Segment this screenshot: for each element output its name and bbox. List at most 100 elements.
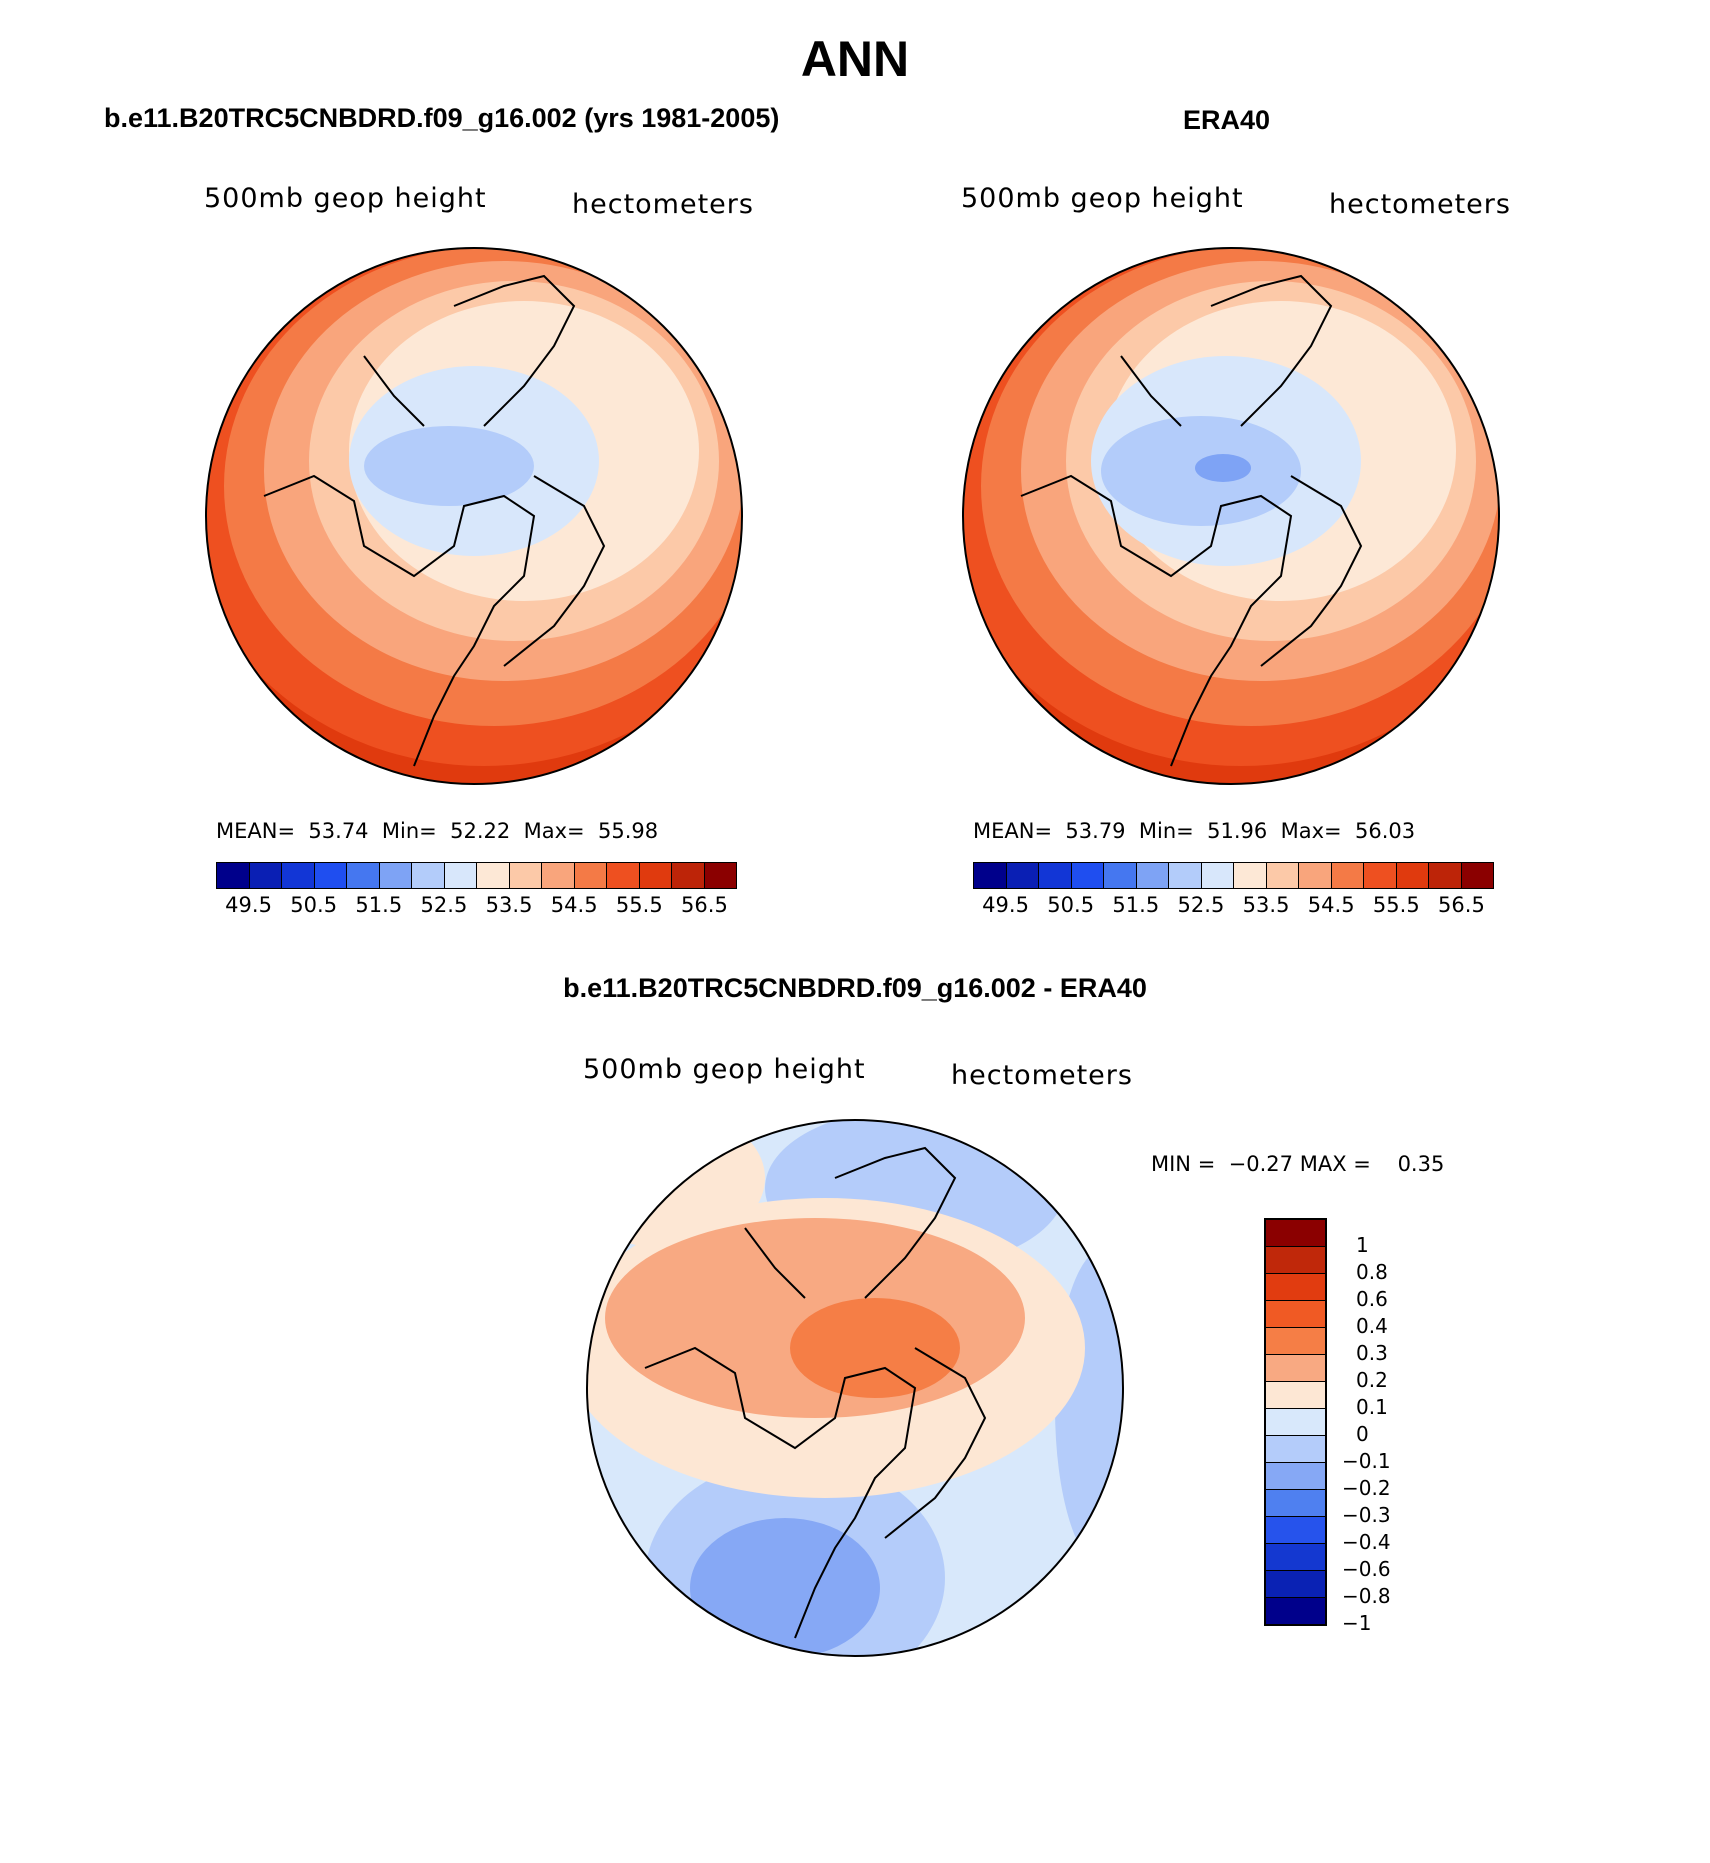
colorbar-tick-label: 53.5 [1242, 893, 1290, 917]
colorbar-swatch [249, 863, 282, 888]
colorbar-swatch [477, 863, 510, 888]
colorbar-swatch [1429, 863, 1462, 888]
panel-2-min-label: Min= [1138, 819, 1194, 843]
colorbar-tick-label: 53.5 [485, 893, 533, 917]
panel-2-title: ERA40 [1183, 105, 1271, 135]
colorbar-swatch [1266, 1598, 1325, 1624]
colorbar-swatch [1364, 863, 1397, 888]
panel-2-polar-map [962, 247, 1500, 785]
colorbar-swatch [1266, 863, 1299, 888]
panel-2-colorbar: 49.5 50.5 51.5 52.5 53.5 54.5 55.5 56.5 [973, 862, 1494, 917]
colorbar-swatch [1266, 1355, 1325, 1382]
diff-panel-units-label: hectometers [951, 1060, 1133, 1091]
colorbar-tick-label: 50.5 [1047, 893, 1095, 917]
colorbar-tick-label: 52.5 [1177, 893, 1225, 917]
colorbar-swatch [1266, 1247, 1325, 1274]
contour-band [790, 1298, 960, 1398]
panel-2-variable-label: 500mb geop height [961, 183, 1244, 214]
panel-1-stats: MEAN= 53.74 Min= 52.22 Max= 55.98 [216, 819, 658, 843]
colorbar-tick-label: 0.4 [1356, 1314, 1388, 1338]
panel-1-mean-value: 53.74 [308, 819, 369, 843]
colorbar-swatch [509, 863, 542, 888]
colorbar-tick-label: 56.5 [1438, 893, 1485, 917]
panel-2-colorbar-ticks: 49.5 50.5 51.5 52.5 53.5 54.5 55.5 56.5 [973, 889, 1494, 917]
colorbar-swatch [1266, 1436, 1325, 1463]
panel-1-min-label: Min= [381, 819, 437, 843]
colorbar-tick-label: −0.6 [1342, 1557, 1391, 1581]
colorbar-swatch [217, 863, 250, 888]
panel-1-max-label: Max= [523, 819, 585, 843]
colorbar-swatch [1331, 863, 1364, 888]
colorbar-tick-label: −0.2 [1342, 1476, 1391, 1500]
diff-colorbar [1264, 1218, 1327, 1626]
colorbar-tick-label: 55.5 [615, 893, 663, 917]
colorbar-swatch [1201, 863, 1234, 888]
panel-2-max-label: Max= [1280, 819, 1342, 843]
contour-band [364, 426, 534, 506]
panel-1-polar-map [205, 247, 743, 785]
colorbar-swatch [639, 863, 672, 888]
colorbar-swatch [379, 863, 412, 888]
panel-2-stats: MEAN= 53.79 Min= 51.96 Max= 56.03 [973, 819, 1415, 843]
colorbar-swatch [704, 863, 736, 888]
panel-2-units-label: hectometers [1329, 189, 1511, 220]
panel-1-colorbar: 49.5 50.5 51.5 52.5 53.5 54.5 55.5 56.5 [216, 862, 737, 917]
diff-min-value: −0.27 [1228, 1152, 1294, 1176]
colorbar-tick-label: −0.4 [1342, 1530, 1391, 1554]
colorbar-swatch [1266, 1517, 1325, 1544]
colorbar-tick-label: −0.8 [1342, 1584, 1391, 1608]
panel-1-min-value: 52.22 [450, 819, 511, 843]
colorbar-swatch [1266, 1274, 1325, 1301]
colorbar-swatch [1104, 863, 1137, 888]
panel-1-mean-label: MEAN= [216, 819, 296, 843]
panel-1-colorbar-ticks: 49.5 50.5 51.5 52.5 53.5 54.5 55.5 56.5 [216, 889, 737, 917]
panel-2-max-value: 56.03 [1354, 819, 1416, 843]
diff-max-value: 0.35 [1397, 1152, 1445, 1176]
colorbar-tick-label: 51.5 [355, 893, 403, 917]
colorbar-swatch [1266, 1544, 1325, 1571]
coastline [263, 274, 606, 767]
colorbar-tick-label: 54.5 [550, 893, 598, 917]
colorbar-swatch [1266, 1409, 1325, 1436]
panel-2-min-value: 51.96 [1207, 819, 1268, 843]
colorbar-tick-label: 0.2 [1356, 1368, 1388, 1392]
colorbar-swatch [1266, 1463, 1325, 1490]
colorbar-swatch [574, 863, 607, 888]
panel-2-mean-label: MEAN= [973, 819, 1053, 843]
colorbar-tick-label: 0 [1356, 1422, 1369, 1446]
colorbar-tick-label: −1 [1342, 1611, 1372, 1635]
diff-max-label: MAX = [1299, 1152, 1371, 1176]
colorbar-swatch [1266, 1382, 1325, 1409]
colorbar-tick-label: 49.5 [982, 893, 1029, 917]
colorbar-swatch [672, 863, 705, 888]
diff-panel-title: b.e11.B20TRC5CNBDRD.f09_g16.002 - ERA40 [563, 973, 1147, 1003]
colorbar-tick-label: 0.3 [1356, 1341, 1388, 1365]
colorbar-tick-label: −0.1 [1342, 1449, 1391, 1473]
colorbar-swatch [1266, 1571, 1325, 1598]
colorbar-swatch [1396, 863, 1429, 888]
colorbar-swatch [282, 863, 315, 888]
panel-1-title: b.e11.B20TRC5CNBDRD.f09_g16.002 (yrs 198… [104, 103, 780, 133]
diff-min-label: MIN = [1151, 1152, 1216, 1176]
diff-panel-stats: MIN = −0.27 MAX = 0.35 [1151, 1152, 1444, 1176]
colorbar-swatch [1266, 1301, 1325, 1328]
colorbar-swatch [1461, 863, 1493, 888]
panel-1-max-value: 55.98 [597, 819, 659, 843]
colorbar-swatch [1266, 1490, 1325, 1517]
colorbar-tick-label: 55.5 [1372, 893, 1420, 917]
colorbar-swatch [314, 863, 347, 888]
contour-band [1195, 454, 1251, 482]
colorbar-swatch [974, 863, 1007, 888]
colorbar-tick-label: 0.8 [1356, 1260, 1388, 1284]
panel-2-mean-value: 53.79 [1065, 819, 1126, 843]
colorbar-swatch [607, 863, 640, 888]
colorbar-tick-label: 0.6 [1356, 1287, 1388, 1311]
colorbar-tick-label: 49.5 [225, 893, 272, 917]
colorbar-tick-label: 50.5 [290, 893, 338, 917]
colorbar-swatch [1006, 863, 1039, 888]
coastline [644, 1146, 987, 1639]
coastline [1020, 274, 1363, 767]
colorbar-swatch [1169, 863, 1202, 888]
colorbar-swatch [1136, 863, 1169, 888]
diff-panel-variable-label: 500mb geop height [583, 1054, 866, 1085]
